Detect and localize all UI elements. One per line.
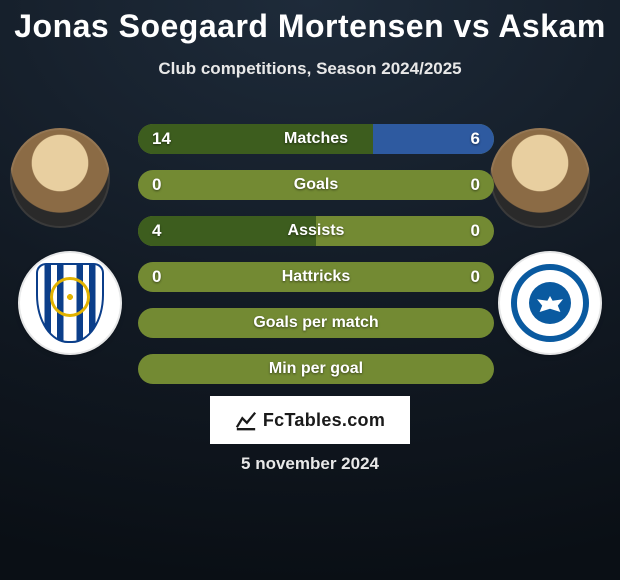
stat-value-left: 14 [138,124,185,154]
stat-label: Matches [284,130,348,148]
club-crest-right [500,253,600,353]
watermark: FcTables.com [210,396,410,444]
stat-label: Goals [294,176,338,194]
chart-icon [235,409,257,431]
stat-row: Goals per match [138,308,494,338]
page-subtitle: Club competitions, Season 2024/2025 [0,59,620,79]
club-crest-left [20,253,120,353]
stat-label: Assists [288,222,345,240]
stat-value-right: 0 [457,262,494,292]
date-text: 5 november 2024 [0,454,620,474]
stat-row: Assists 4 0 [138,216,494,246]
stat-value-right: 0 [457,170,494,200]
club-crest-left-graphic [36,263,104,343]
stat-row: Matches 14 6 [138,124,494,154]
stat-row: Min per goal [138,354,494,384]
stat-value-right: 0 [457,216,494,246]
stat-value-left: 4 [138,216,175,246]
stat-row: Goals 0 0 [138,170,494,200]
stat-value-left: 0 [138,170,175,200]
comparison-card: Jonas Soegaard Mortensen vs Askam Club c… [0,0,620,580]
stat-label: Min per goal [269,360,363,378]
stat-value-right: 6 [457,124,494,154]
player-avatar-right [490,128,590,228]
club-crest-right-graphic [511,264,589,342]
page-title: Jonas Soegaard Mortensen vs Askam [0,0,620,45]
stat-bars: Matches146Goals00Assists40Hattricks00Goa… [138,124,494,400]
stat-row: Hattricks 0 0 [138,262,494,292]
watermark-text: FcTables.com [263,410,385,431]
stat-value-left: 0 [138,262,175,292]
stat-label: Goals per match [253,314,378,332]
stat-label: Hattricks [282,268,350,286]
player-avatar-left [10,128,110,228]
